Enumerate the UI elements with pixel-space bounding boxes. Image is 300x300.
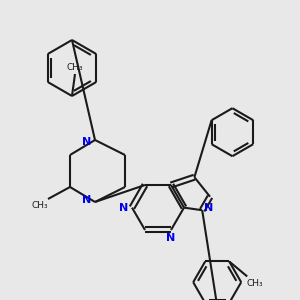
- Text: N: N: [82, 137, 91, 147]
- Text: N: N: [82, 195, 91, 205]
- Text: CH₃: CH₃: [247, 279, 263, 288]
- Text: N: N: [119, 202, 129, 213]
- Text: CH₃: CH₃: [67, 64, 83, 73]
- Text: N: N: [204, 203, 213, 213]
- Text: CH₃: CH₃: [32, 200, 48, 209]
- Text: N: N: [167, 233, 176, 243]
